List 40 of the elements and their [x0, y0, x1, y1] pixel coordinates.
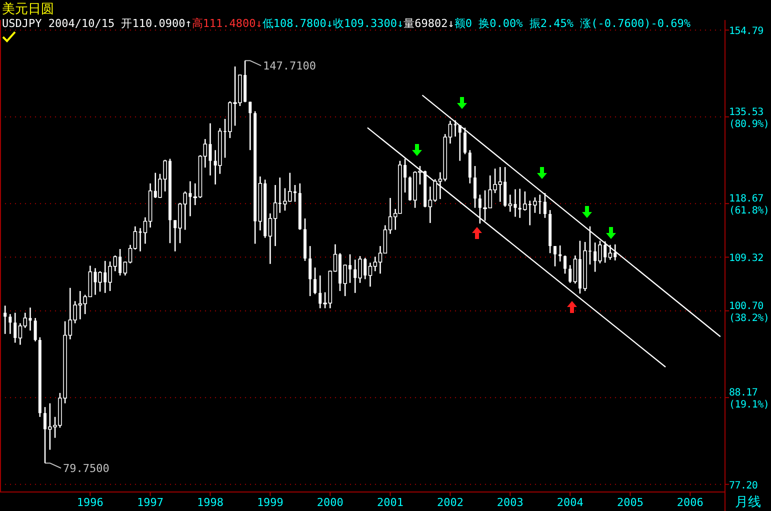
x-tick-label: 2002 — [436, 496, 464, 509]
chart-subtitle: USDJPY 2004/10/15 开110.0900↑高111.4800↓低108.7800↓收109.3300↓量69802↓额0 换0.00% 振2.45% 涨(-0.7600)-0.69% — [2, 17, 691, 30]
x-tick-label: 1999 — [256, 496, 284, 509]
annotation: 147.7100 — [263, 60, 316, 73]
candlestick — [474, 165, 477, 208]
y-tick-label: 135.53 (80.9%) — [729, 106, 770, 130]
y-tick-label: 88.17 (19.1%) — [729, 388, 770, 411]
candlestick — [564, 254, 567, 274]
x-tick-label: 2006 — [676, 496, 704, 509]
candlestick — [458, 124, 462, 162]
y-tick-label: 100.70 (38.2%) — [729, 300, 770, 324]
candlestick — [314, 266, 317, 295]
candlestick — [308, 245, 312, 297]
x-tick-label: 1998 — [196, 496, 224, 509]
candlestick — [508, 194, 512, 212]
x-tick-label: 2005 — [616, 496, 644, 509]
candlestick — [8, 313, 12, 335]
candlestick — [34, 317, 37, 342]
y-tick-label: 118.67 (61.8%) — [729, 194, 770, 217]
candlestick — [14, 312, 17, 344]
candlestick — [573, 254, 578, 284]
x-tick-label: 1997 — [137, 496, 164, 509]
candlestick — [248, 101, 252, 151]
chart-title: 美元日圆 — [2, 1, 54, 17]
x-tick-label: 2004 — [556, 496, 584, 509]
x-tick-label: 1996 — [76, 496, 104, 509]
x-tick-label: 2003 — [496, 496, 524, 509]
candlestick — [568, 264, 572, 284]
x-tick-label: 2001 — [377, 496, 404, 509]
y-tick-label: 77.20 — [729, 480, 758, 492]
y-tick-label: 154.79 — [729, 26, 764, 38]
candlestick — [514, 188, 517, 218]
y-tick-label: 109.32 — [729, 253, 764, 264]
candlestick — [463, 127, 466, 155]
text: 月线 — [735, 495, 761, 510]
candlestick — [554, 245, 556, 267]
candlestick — [608, 244, 612, 260]
x-tick-label: 2000 — [316, 496, 344, 509]
candlestick — [543, 192, 546, 219]
annotation: 79.7500 — [63, 462, 110, 476]
